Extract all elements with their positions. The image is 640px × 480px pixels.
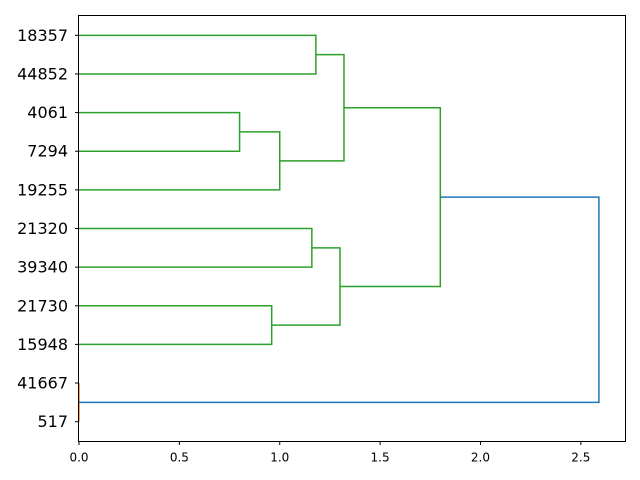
leaf-label-4061: 4061 <box>27 103 68 122</box>
x-tick-label: 1.5 <box>371 451 390 465</box>
x-tick-label: 0.5 <box>170 451 189 465</box>
leaf-label-44852: 44852 <box>17 64 68 83</box>
x-tick-label: 2.0 <box>471 451 490 465</box>
leaf-label-41667: 41667 <box>17 374 68 393</box>
leaf-label-21730: 21730 <box>17 296 68 315</box>
leaf-label-39340: 39340 <box>17 258 68 277</box>
dendrogram-link-m2 <box>79 131 281 191</box>
x-axis: 0.0 0.5 1.0 1.5 2.0 2.5 <box>69 441 590 465</box>
plot-frame <box>78 15 626 442</box>
leaf-label-517: 517 <box>37 412 68 431</box>
x-tick-label: 0.0 <box>69 451 88 465</box>
x-tick-label: 2.5 <box>571 451 590 465</box>
dendrogram-link-m10 <box>79 196 600 404</box>
x-tick-label: 1.0 <box>270 451 289 465</box>
dendrogram-links <box>78 34 600 422</box>
leaf-label-7294: 7294 <box>27 142 68 161</box>
leaf-labels: 18357 44852 4061 7294 19255 21320 39340 21730 15… <box>17 26 79 431</box>
leaf-label-18357: 18357 <box>17 26 68 45</box>
dendrogram-link-m1 <box>79 111 241 152</box>
leaf-label-15948: 15948 <box>17 335 68 354</box>
leaf-label-21320: 21320 <box>17 219 68 238</box>
leaf-label-19255: 19255 <box>17 180 68 199</box>
